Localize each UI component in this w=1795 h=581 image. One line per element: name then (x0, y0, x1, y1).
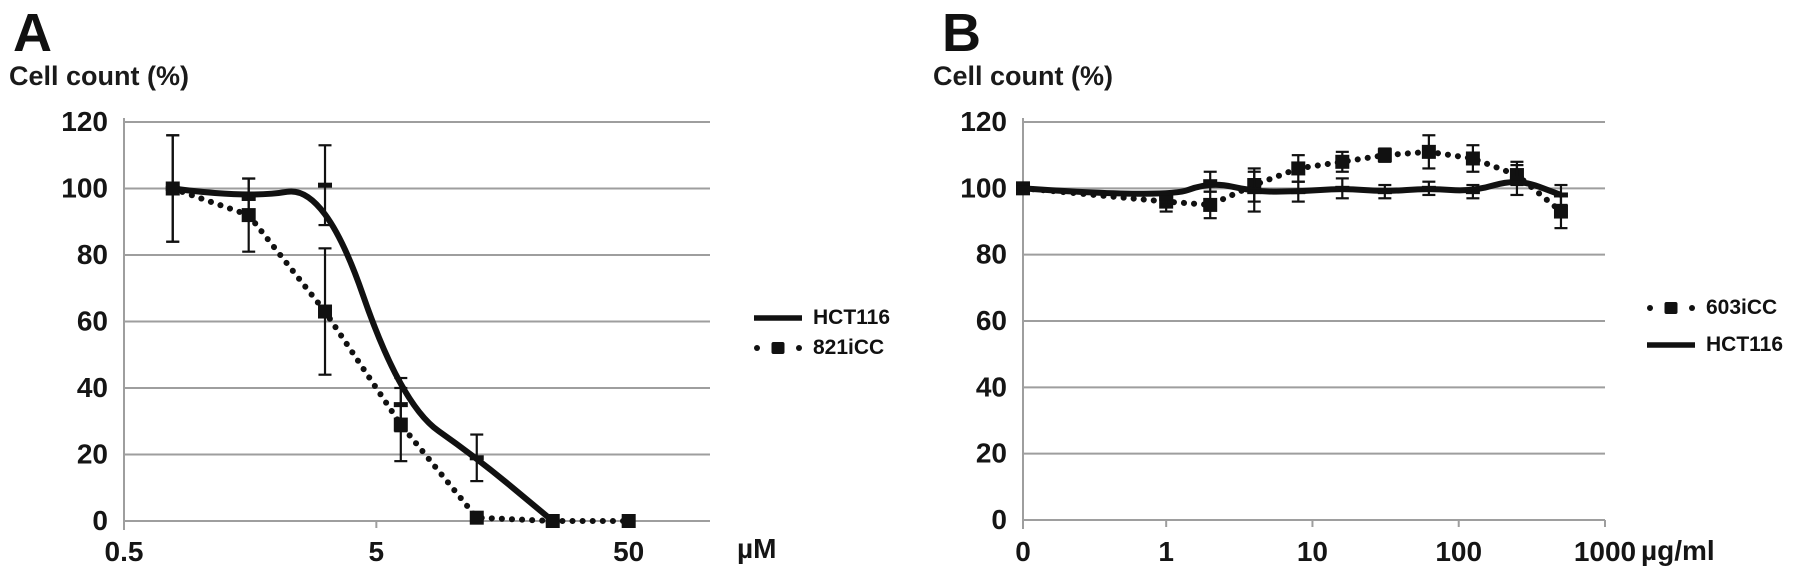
series-marker-HCT116 (1377, 189, 1392, 195)
y-tick-label: 40 (976, 371, 1007, 402)
x-tick-label: 50 (613, 536, 644, 567)
y-tick-label: 80 (976, 239, 1007, 270)
chart-A: 0 20 40 60 80 100 120 0.5 5 50 µM (61, 106, 776, 567)
y-axis-title-A: Cell count (%) (9, 61, 189, 91)
x-tick-label: 10 (1297, 536, 1328, 567)
legend-sample-solid-line-icon (754, 315, 802, 321)
series-marker-603iCC (1421, 144, 1436, 159)
x-unit-label: µM (737, 533, 776, 564)
series-marker-603iCC (1377, 148, 1392, 163)
legend-label: 821iCC (813, 336, 885, 359)
x-tick-label: 5 (369, 536, 385, 567)
series-marker-HCT116 (469, 455, 484, 461)
series-marker-HCT116 (1203, 179, 1218, 185)
series-marker-821iCC (621, 514, 636, 528)
y-tick-label: 60 (976, 305, 1007, 336)
y-tick-label: 0 (92, 505, 108, 536)
legend-sample-dotted-line-icon (754, 342, 802, 354)
x-tick-label: 100 (1435, 536, 1482, 567)
series-marker-HCT116 (1159, 195, 1174, 201)
legend-entry: 603iCC (1645, 296, 1783, 320)
legend-label: HCT116 (1706, 333, 1784, 356)
series-marker-HCT116 (1016, 185, 1030, 191)
y-tick-label: 40 (77, 372, 108, 403)
series-marker-HCT116 (318, 182, 333, 188)
legend-A: HCT116 821iCC (752, 306, 890, 360)
x-tick-label: 0 (1015, 536, 1031, 567)
legend-entry: HCT116 (1645, 333, 1783, 357)
legend-sample-shape (796, 345, 802, 351)
panel-label-A: A (13, 3, 52, 63)
series-marker-821iCC (241, 208, 256, 223)
x-tick-label: 1000 (1574, 536, 1636, 567)
legend-sample-shape (1647, 305, 1653, 311)
y-tick-label: 100 (960, 172, 1007, 203)
legend-sample-shape (771, 315, 785, 321)
series-marker-821iCC (165, 181, 180, 196)
series-marker-821iCC (393, 417, 408, 432)
y-tick-label: 20 (77, 439, 108, 470)
legend-entry: HCT116 (752, 306, 890, 330)
y-tick-label: 20 (976, 438, 1007, 469)
legend-sample-shape (1664, 342, 1678, 348)
y-tick-label: 60 (77, 306, 108, 337)
series-marker-HCT116 (1465, 189, 1480, 195)
panel-label-B: B (942, 3, 981, 63)
series-marker-821iCC (545, 514, 560, 528)
legend-sample-solid-line-icon (1647, 342, 1695, 348)
legend-sample-shape (754, 345, 760, 351)
series-marker-821iCC (318, 304, 333, 319)
series-marker-HCT116 (1335, 185, 1350, 191)
series-marker-603iCC (1335, 154, 1350, 169)
series-line-HCT116 (172, 185, 555, 524)
y-tick-label: 120 (61, 106, 108, 137)
y-axis-title-B: Cell count (%) (933, 61, 1113, 91)
legend-sample-shape (771, 342, 785, 354)
legend-sample-shape (1664, 302, 1678, 314)
series-marker-HCT116 (1421, 185, 1436, 191)
x-tick-label: 1 (1158, 536, 1174, 567)
legend-sample-dotted-line-icon (1647, 302, 1695, 314)
series-marker-HCT116 (1553, 192, 1568, 198)
chart-B: 0 20 40 60 80 100 120 0 1 10 100 1000 µg/ml (960, 106, 1715, 567)
series-marker-603iCC (1203, 197, 1218, 212)
series-marker-HCT116 (1509, 175, 1524, 181)
y-tick-label: 100 (61, 173, 108, 204)
series-marker-HCT116 (1247, 189, 1262, 195)
series-marker-603iCC (1465, 151, 1480, 166)
legend-B: 603iCC HCT116 (1645, 296, 1783, 357)
series-marker-821iCC (469, 510, 484, 525)
legend-sample-shape (1689, 305, 1695, 311)
series-marker-603iCC (1291, 161, 1306, 176)
y-tick-label: 0 (991, 504, 1007, 535)
series-marker-HCT116 (1291, 189, 1306, 195)
x-tick-label: 0.5 (105, 536, 144, 567)
x-unit-label: µg/ml (1641, 535, 1715, 566)
y-tick-label: 120 (960, 106, 1007, 137)
legend-entry: 821iCC (752, 336, 890, 360)
series-marker-603iCC (1553, 204, 1568, 219)
y-tick-label: 80 (77, 239, 108, 270)
legend-label: 603iCC (1706, 296, 1778, 319)
legend-label: HCT116 (813, 306, 891, 329)
series-line-603iCC (1020, 148, 1564, 215)
